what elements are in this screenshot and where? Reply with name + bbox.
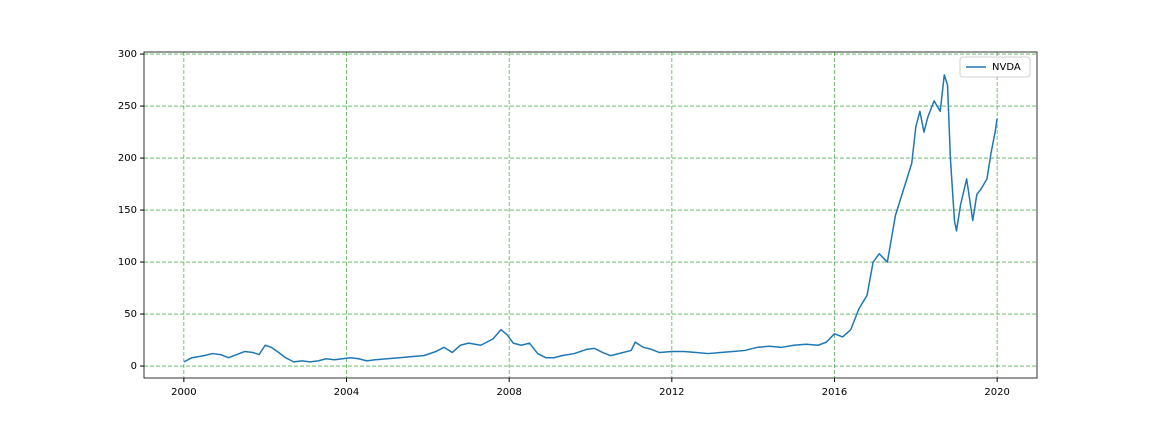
x-tick-label: 2020 xyxy=(984,387,1009,398)
legend: NVDA xyxy=(959,56,1031,78)
y-tick-label: 200 xyxy=(118,153,137,164)
x-tick-label: 2008 xyxy=(496,387,521,398)
y-tick-label: 50 xyxy=(124,309,137,320)
legend-frame xyxy=(959,56,1031,78)
y-tick-label: 150 xyxy=(118,205,137,216)
legend-label: NVDA xyxy=(992,62,1021,73)
x-tick-label: 2012 xyxy=(659,387,684,398)
line-series xyxy=(183,74,998,363)
y-tick-label: 0 xyxy=(131,361,137,372)
y-tick-label: 100 xyxy=(118,257,137,268)
x-tick-label: 2000 xyxy=(171,387,196,398)
y-tick-label: 300 xyxy=(118,49,137,60)
x-tick-label: 2004 xyxy=(334,387,359,398)
plot-frame xyxy=(143,51,1038,379)
y-tick-label: 250 xyxy=(118,101,137,112)
x-tick-label: 2016 xyxy=(822,387,847,398)
